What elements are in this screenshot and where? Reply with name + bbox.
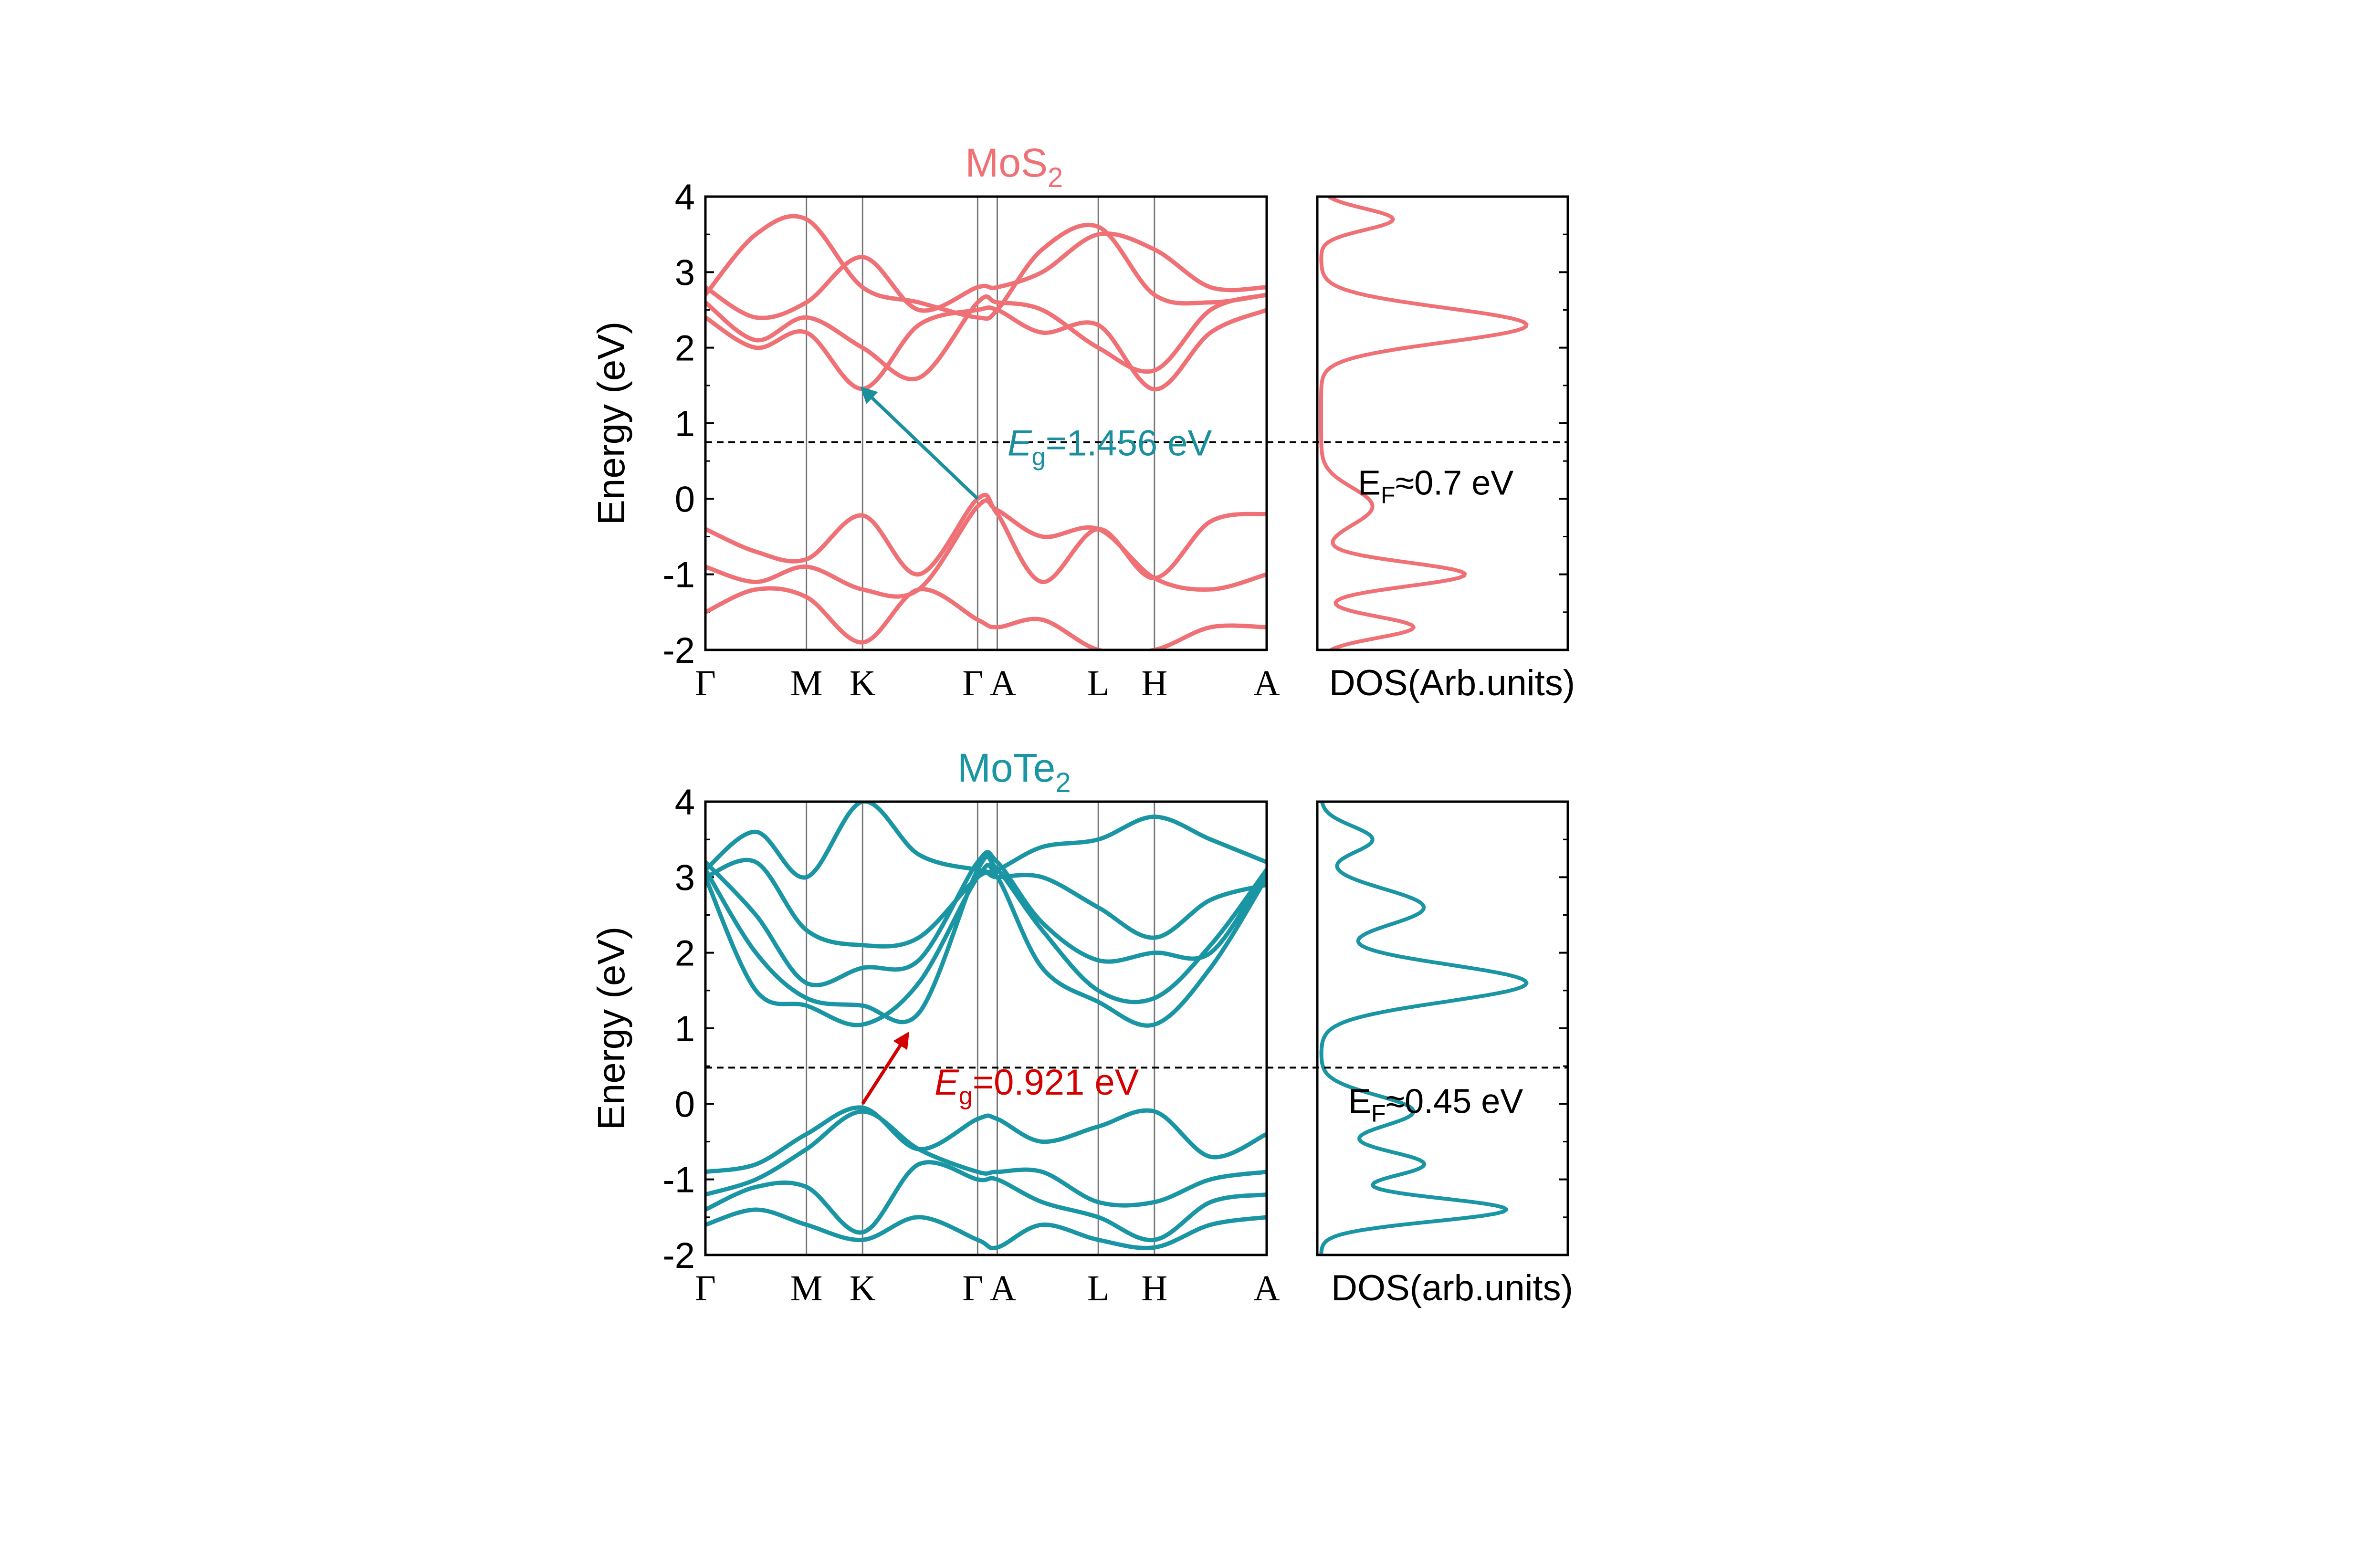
k-point-label: L <box>1087 663 1109 703</box>
y-tick-label: 4 <box>675 177 695 218</box>
k-point-label: M <box>790 663 823 703</box>
gap-subscript: g <box>1032 443 1046 471</box>
y-axis-label: Energy (eV) <box>590 322 632 525</box>
k-point-label: Γ <box>695 663 716 703</box>
k-point-label: A <box>990 1268 1016 1308</box>
y-tick-label: 0 <box>675 479 695 520</box>
k-point-label: L <box>1087 1268 1109 1308</box>
panel-title-subscript: 2 <box>1048 162 1063 193</box>
band-CB5 <box>705 802 1267 880</box>
band-VB3 <box>705 1160 1267 1243</box>
y-tick-label: -2 <box>662 1235 695 1276</box>
y-axis-label: Energy (eV) <box>590 927 632 1130</box>
y-tick-label: 3 <box>675 857 695 898</box>
gap-symbol: E <box>1008 423 1032 464</box>
fermi-subscript: F <box>1371 1100 1386 1127</box>
k-point-label: A <box>990 663 1016 703</box>
k-point-label: A <box>1254 1268 1280 1308</box>
band-VB2 <box>705 498 1267 599</box>
dos-axis-label: DOS(arb.units) <box>1331 1268 1573 1308</box>
gap-label: Eg=0.921 eV <box>934 1062 1139 1110</box>
gap-symbol: E <box>934 1062 959 1103</box>
band-CB3 <box>705 231 1267 320</box>
band-CB4 <box>705 214 1267 321</box>
dos-axis-label: DOS(Arb.units) <box>1329 663 1575 703</box>
k-point-label: K <box>850 1268 876 1308</box>
gap-subscript: g <box>959 1082 973 1110</box>
fermi-symbol: E <box>1348 1082 1371 1120</box>
band-CB2 <box>705 293 1267 381</box>
band-CB1 <box>705 305 1267 392</box>
band-frame <box>704 195 1268 651</box>
fermi-level-label: EF≈0.7 eV <box>1358 464 1513 509</box>
y-tick-label: 2 <box>675 328 695 369</box>
band-VB2 <box>705 1109 1267 1208</box>
band-frame <box>704 800 1268 1256</box>
gap-arrow <box>860 386 979 500</box>
dos-frame <box>1316 195 1569 651</box>
k-point-label: K <box>850 663 876 703</box>
band-CB1 <box>705 863 1267 1028</box>
y-tick-label: 2 <box>675 933 695 974</box>
band-VB4 <box>705 1207 1267 1251</box>
band-lines <box>705 802 1267 1251</box>
k-point-label: H <box>1141 1268 1167 1308</box>
y-tick-label: 0 <box>675 1084 695 1125</box>
band-CB2 <box>705 854 1267 1024</box>
y-tick-label: -2 <box>662 630 695 671</box>
gap-label: Eg=1.456 eV <box>1008 423 1212 471</box>
band-VB3 <box>705 586 1267 650</box>
k-point-label: M <box>790 1268 823 1308</box>
panel-title-subscript: 2 <box>1055 767 1071 798</box>
k-point-label: Γ <box>962 1268 983 1308</box>
y-tick-label: 3 <box>675 252 695 293</box>
fermi-level-label: EF≈0.45 eV <box>1348 1082 1523 1127</box>
fermi-symbol: E <box>1358 464 1381 502</box>
k-point-label: H <box>1141 663 1167 703</box>
dos-curve <box>1319 197 1529 650</box>
dos-frame <box>1316 800 1569 1256</box>
panel-title: MoTe2 <box>957 745 1071 798</box>
dos-group <box>1319 197 1529 650</box>
y-tick-label: 4 <box>675 782 695 823</box>
k-point-label: Γ <box>695 1268 716 1308</box>
panel-title: MoS2 <box>965 140 1063 193</box>
band-VB1 <box>705 1105 1267 1174</box>
dos-group <box>1319 802 1529 1255</box>
dos-curve <box>1319 802 1529 1255</box>
fermi-value: ≈0.45 eV <box>1386 1082 1523 1120</box>
gap-value: =0.921 eV <box>973 1062 1139 1103</box>
y-tick-label: -1 <box>662 1160 695 1201</box>
fermi-subscript: F <box>1381 482 1396 509</box>
gap-value: =1.456 eV <box>1046 423 1212 464</box>
y-tick-label: -1 <box>662 555 695 596</box>
y-tick-label: 1 <box>675 404 695 444</box>
k-point-label: A <box>1254 663 1280 703</box>
gap-arrow <box>861 1031 910 1105</box>
fermi-value: ≈0.7 eV <box>1396 464 1514 502</box>
band-CB3 <box>705 850 1267 988</box>
k-point-label: Γ <box>962 663 983 703</box>
y-tick-label: 1 <box>675 1009 695 1049</box>
